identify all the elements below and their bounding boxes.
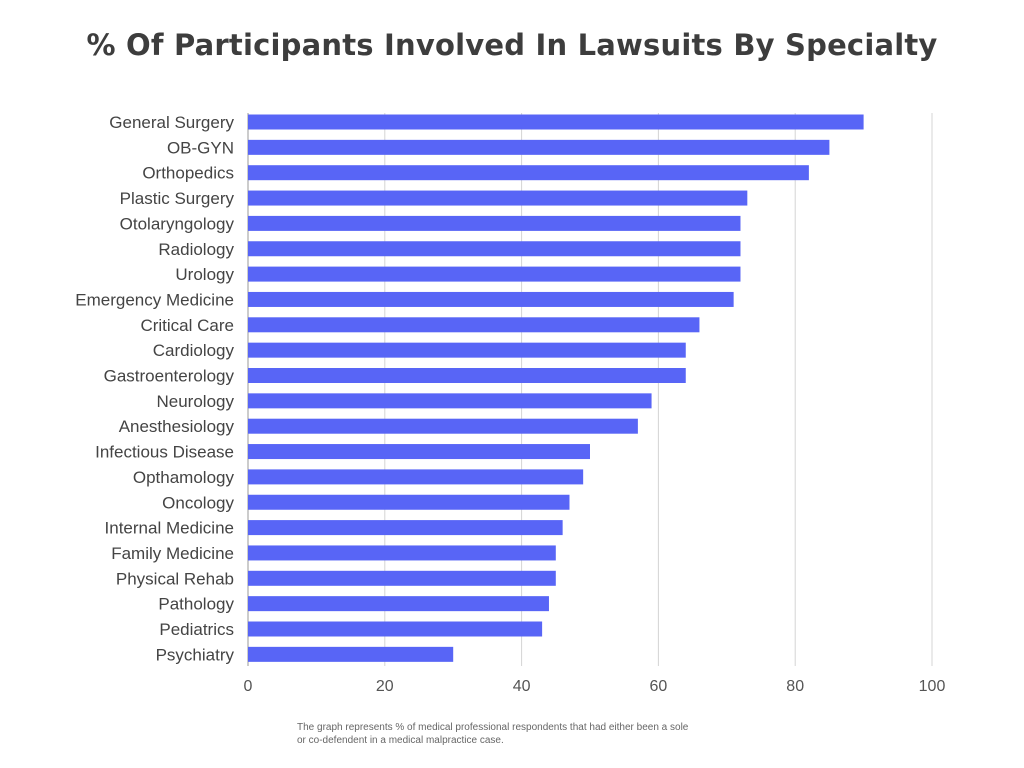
category-label: Oncology: [162, 493, 234, 512]
x-tick-label: 40: [513, 678, 531, 695]
bar-plastic-surgery: [248, 190, 748, 206]
category-label: OB-GYN: [167, 138, 234, 157]
category-label: Internal Medicine: [105, 519, 234, 538]
category-label: Pathology: [158, 595, 234, 614]
bar-pathology: [248, 596, 549, 612]
bar-psychiatry: [248, 646, 454, 662]
bar-urology: [248, 266, 741, 282]
category-label: Otolaryngology: [120, 214, 235, 233]
bar-gastroenterology: [248, 368, 686, 383]
category-label: Cardiology: [153, 341, 235, 360]
category-label: Emergency Medicine: [75, 290, 234, 309]
x-tick-label: 20: [376, 678, 394, 695]
bar-internal-medicine: [248, 520, 563, 536]
bar-ob-gyn: [248, 139, 830, 155]
bar-physical-rehab: [248, 570, 556, 586]
category-label: Critical Care: [140, 316, 234, 335]
category-label: Pediatrics: [159, 620, 234, 639]
bar-family-medicine: [248, 545, 556, 561]
chart-title: % Of Participants Involved In Lawsuits B…: [86, 28, 938, 62]
category-label: Orthopedics: [142, 164, 234, 183]
x-tick-label: 60: [650, 678, 668, 695]
category-label: Opthamology: [133, 468, 235, 487]
bar-otolaryngology: [248, 215, 741, 231]
category-label: Radiology: [158, 240, 234, 259]
bar-oncology: [248, 494, 570, 510]
bar-emergency-medicine: [248, 291, 734, 307]
bar-critical-care: [248, 317, 700, 333]
bar-orthopedics: [248, 165, 809, 181]
category-label: Plastic Surgery: [120, 189, 235, 208]
category-label: Infectious Disease: [95, 443, 234, 462]
bar-opthamology: [248, 469, 584, 485]
x-tick-label: 0: [244, 678, 253, 695]
category-label: General Surgery: [109, 113, 234, 132]
category-label: Family Medicine: [111, 544, 234, 563]
category-label: Gastroenterology: [104, 367, 235, 386]
x-tick-labels: 0 20 40 60 80 100: [244, 678, 946, 695]
category-label: Anesthesiology: [119, 417, 235, 436]
category-labels: General Surgery OB-GYN Orthopedics Plastic …: [75, 113, 234, 664]
bar-pediatrics: [248, 621, 543, 637]
bars: [248, 114, 864, 662]
bar-anesthesiology: [248, 418, 638, 434]
x-tick-label: 100: [919, 678, 946, 695]
bar-neurology: [248, 393, 652, 409]
footnote: The graph represents % of medical profes…: [297, 721, 737, 747]
x-tick-label: 80: [786, 678, 804, 695]
category-label: Neurology: [157, 392, 235, 411]
footnote-line-1: The graph represents % of medical profes…: [297, 722, 689, 733]
category-label: Physical Rehab: [116, 569, 234, 588]
bar-general-surgery: [248, 114, 864, 130]
category-label: Psychiatry: [156, 645, 235, 664]
footnote-line-2: or co-defendent in a medical malpractice…: [297, 735, 504, 746]
bar-cardiology: [248, 342, 686, 358]
bar-radiology: [248, 241, 741, 257]
bar-infectious-disease: [248, 444, 590, 460]
category-label: Urology: [175, 265, 234, 284]
